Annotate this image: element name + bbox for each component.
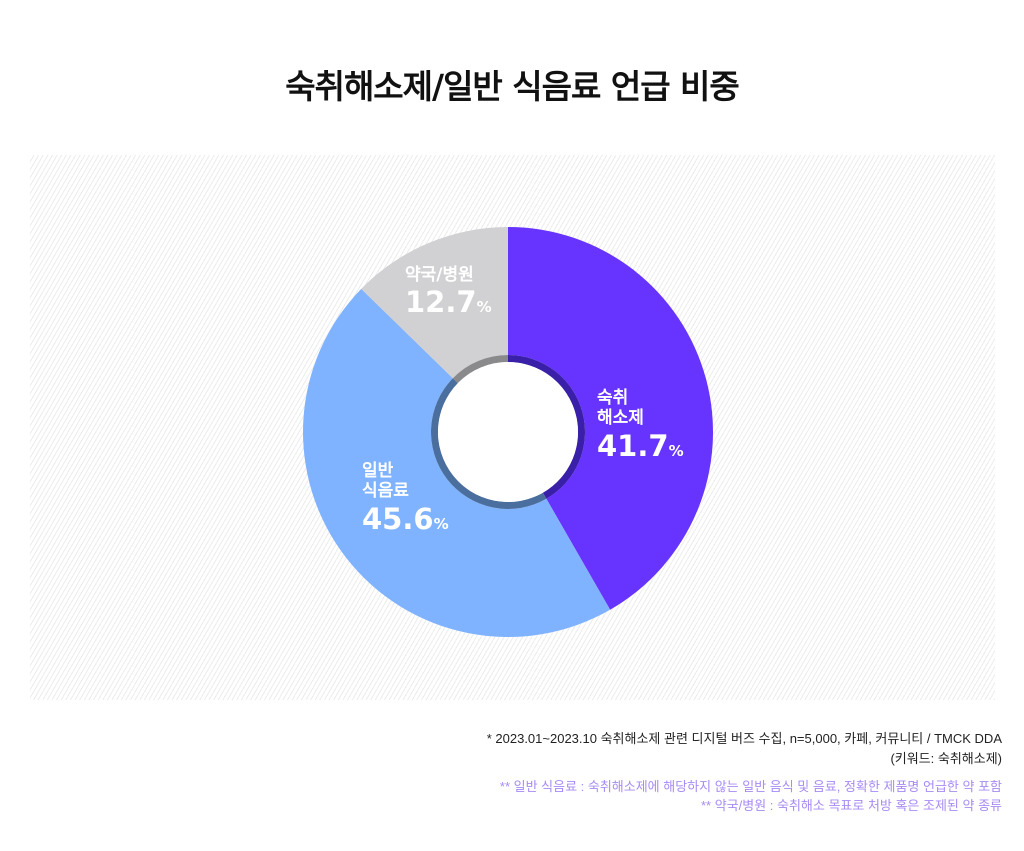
label-name: 해소제 (597, 408, 644, 429)
footnote-pharmacy: ** 약국/병원 : 숙취해소 목표로 처방 혹은 조제된 약 종류 (700, 798, 1002, 813)
label-pct: % (433, 514, 449, 533)
label-name: 식음료 (362, 481, 409, 502)
chart-title: 숙취해소제/일반 식음료 언급 비중 (285, 67, 740, 106)
footnote-keyword: (키워드: 숙취해소제) (890, 751, 1002, 766)
label-value: 41.7 (597, 428, 669, 463)
label-name: 숙취 (597, 388, 629, 408)
label-name: 일반 (362, 461, 394, 481)
label-pharmacy: 약국/병원 12.7% (405, 265, 492, 320)
label-value: 45.6 (362, 501, 434, 536)
footnote-general-food: ** 일반 식음료 : 숙취해소제에 해당하지 않는 일반 음식 및 음료, 정… (499, 779, 1002, 794)
label-hangover-remedy: 숙취 해소제 41.7% (597, 388, 684, 464)
slice-1 (303, 288, 611, 637)
label-name: 약국/병원 (405, 265, 474, 285)
inner-ring-0 (508, 355, 585, 499)
label-value: 12.7 (405, 285, 477, 320)
slice-2 (361, 227, 508, 379)
inner-ring-2 (452, 355, 508, 384)
label-pct: % (668, 441, 684, 460)
slice-0 (508, 227, 713, 610)
label-general-food: 일반 식음료 45.6% (362, 461, 449, 537)
label-pct: % (476, 298, 492, 317)
donut-hole (438, 362, 578, 502)
footnote-source: * 2023.01~2023.10 숙취해소제 관련 디지털 버즈 수집, n=… (486, 731, 1002, 746)
